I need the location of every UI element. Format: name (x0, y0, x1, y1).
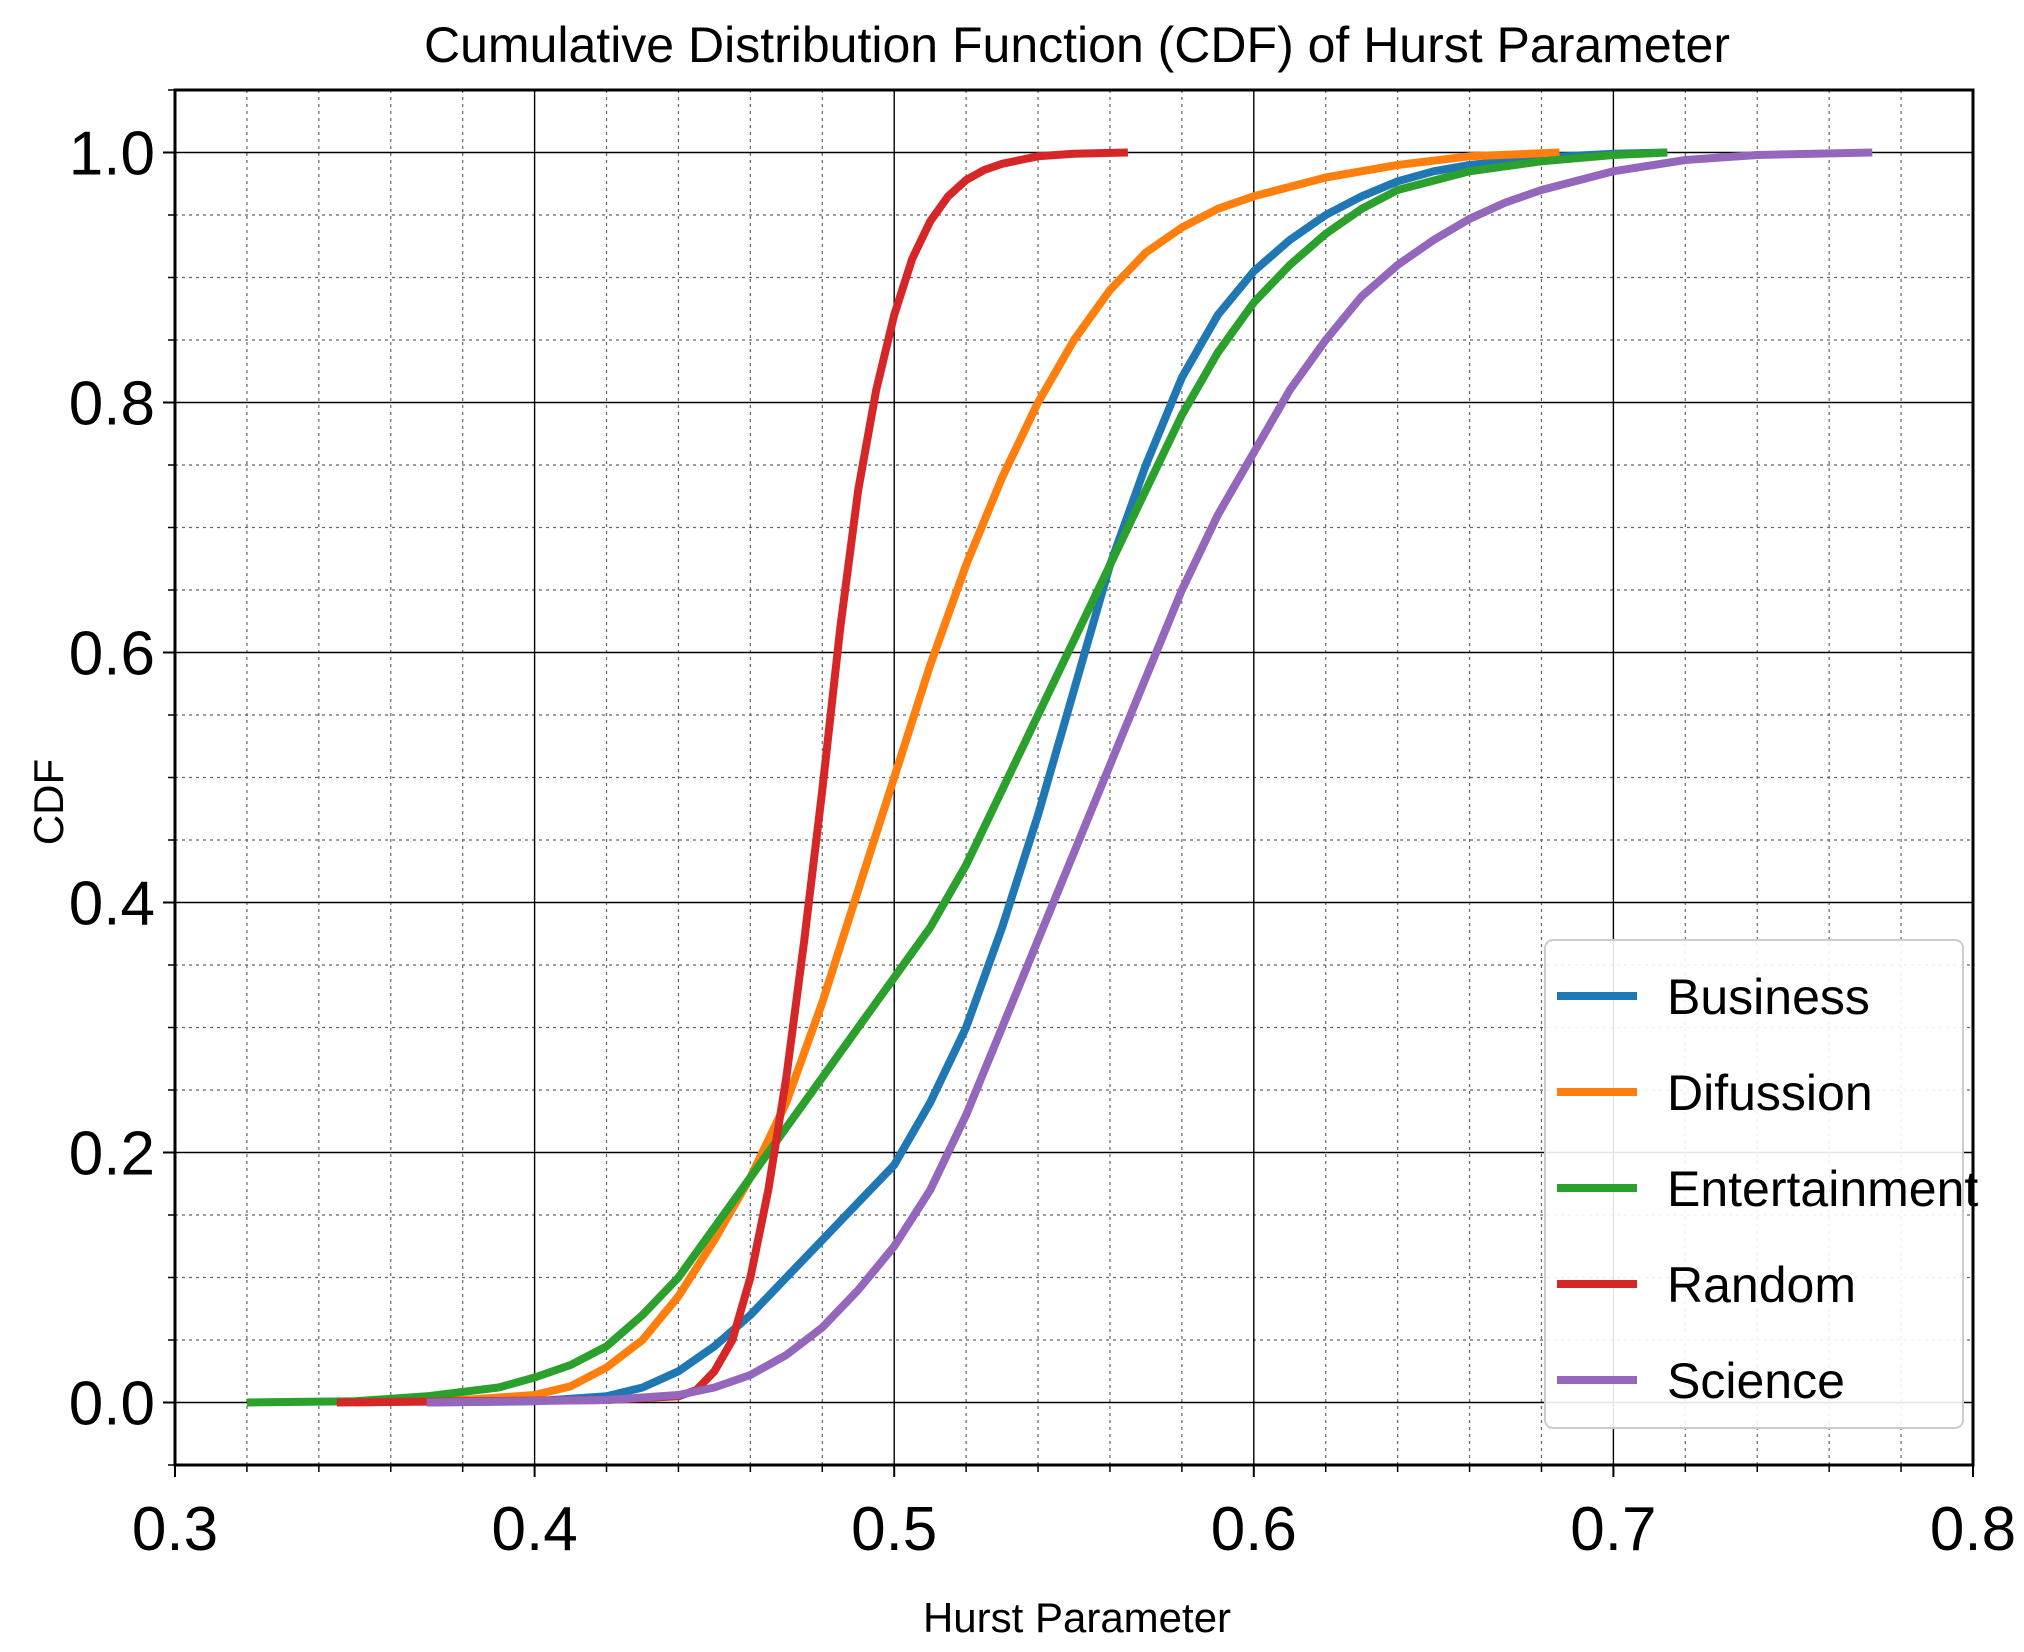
x-tick-label: 0.5 (851, 1495, 937, 1564)
y-tick-label: 0.4 (69, 870, 155, 939)
y-tick-label: 0.0 (69, 1370, 155, 1439)
legend: Business Difussion Entertainment Random Scie… (1544, 939, 1978, 1429)
y-tick-label: 0.6 (69, 620, 155, 689)
x-tick-label: 0.6 (1211, 1495, 1297, 1564)
legend-label-entertainment: Entertainment (1667, 1161, 1978, 1217)
series-lines (246, 148, 1873, 1407)
y-tick-label: 0.2 (69, 1120, 155, 1189)
y-axis-ticks: 0.0 0.2 0.4 0.6 0.8 1.0 (69, 89, 175, 1466)
y-tick-label: 1.0 (69, 120, 155, 189)
series-line-difussion (354, 148, 1560, 1407)
legend-label-random: Random (1667, 1257, 1856, 1313)
series-line-science (426, 148, 1873, 1407)
x-axis-ticks: 0.3 0.4 0.5 0.6 0.7 0.8 (132, 1465, 2016, 1564)
x-tick-label: 0.7 (1570, 1495, 1656, 1564)
x-tick-label: 0.3 (132, 1495, 218, 1564)
series-line-entertainment (246, 148, 1668, 1407)
legend-label-science: Science (1667, 1353, 1845, 1409)
x-tick-label: 0.8 (1930, 1495, 2016, 1564)
y-tick-label: 0.8 (69, 370, 155, 439)
chart-title: Cumulative Distribution Function (CDF) o… (424, 17, 1730, 73)
legend-label-difussion: Difussion (1667, 1065, 1873, 1121)
x-tick-label: 0.4 (491, 1495, 577, 1564)
series-line-business (426, 148, 1668, 1407)
x-axis-label: Hurst Parameter (923, 1594, 1231, 1641)
legend-label-business: Business (1667, 969, 1870, 1025)
legend-box (1544, 939, 1964, 1429)
y-axis-label: CDF (25, 759, 72, 845)
